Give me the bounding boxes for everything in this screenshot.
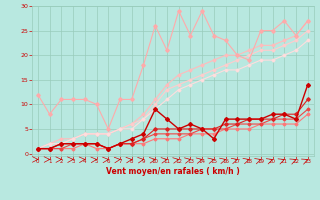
X-axis label: Vent moyen/en rafales ( km/h ): Vent moyen/en rafales ( km/h )	[106, 167, 240, 176]
